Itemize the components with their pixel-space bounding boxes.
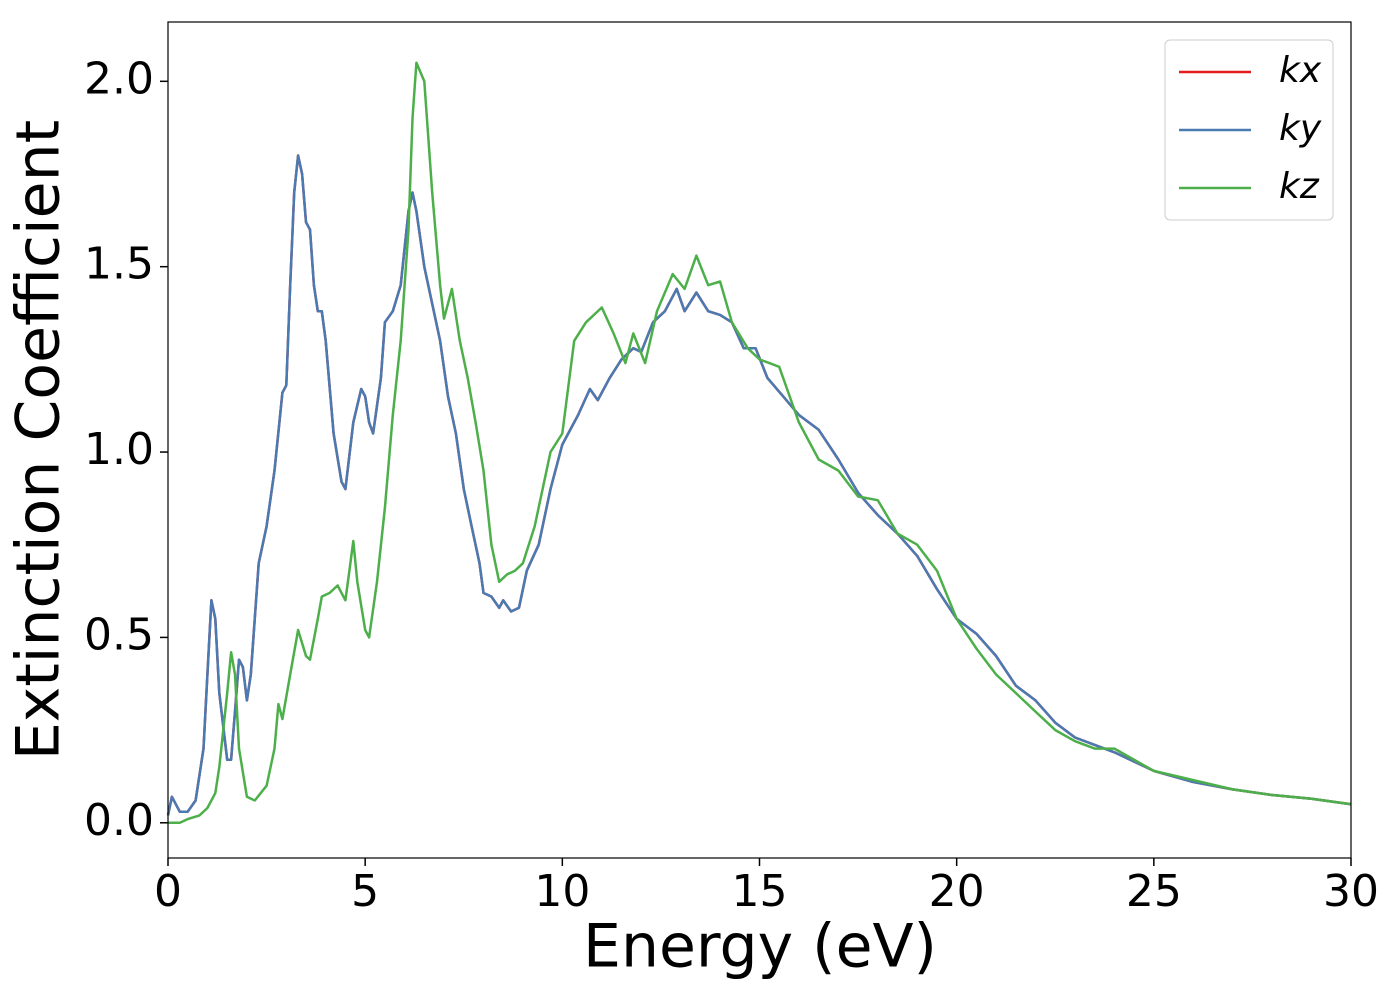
- x-axis-label: Energy (eV): [583, 912, 937, 982]
- x-tick-label: 5: [351, 866, 379, 917]
- x-tick-label: 10: [534, 866, 590, 917]
- x-tick-label: 15: [732, 866, 788, 917]
- legend-label: kx: [1279, 50, 1322, 91]
- series-line: [166, 154, 1352, 816]
- y-tick-label: 1.5: [84, 239, 154, 290]
- x-tick-label: 0: [154, 866, 182, 917]
- y-tick-label: 2.0: [84, 53, 154, 104]
- plot-frame: [167, 21, 1352, 859]
- x-tick-label: 30: [1323, 866, 1379, 917]
- y-tick-label: 1.0: [84, 424, 154, 475]
- y-axis-label: Extinction Coefficient: [4, 120, 74, 760]
- legend-label: kz: [1279, 166, 1320, 207]
- y-tick-label: 0.5: [84, 609, 154, 660]
- legend-label: ky: [1279, 108, 1322, 149]
- x-tick-label: 25: [1126, 866, 1182, 917]
- y-tick-label: 0.0: [84, 795, 154, 846]
- series-line: [168, 61, 1352, 825]
- x-tick-label: 20: [929, 866, 985, 917]
